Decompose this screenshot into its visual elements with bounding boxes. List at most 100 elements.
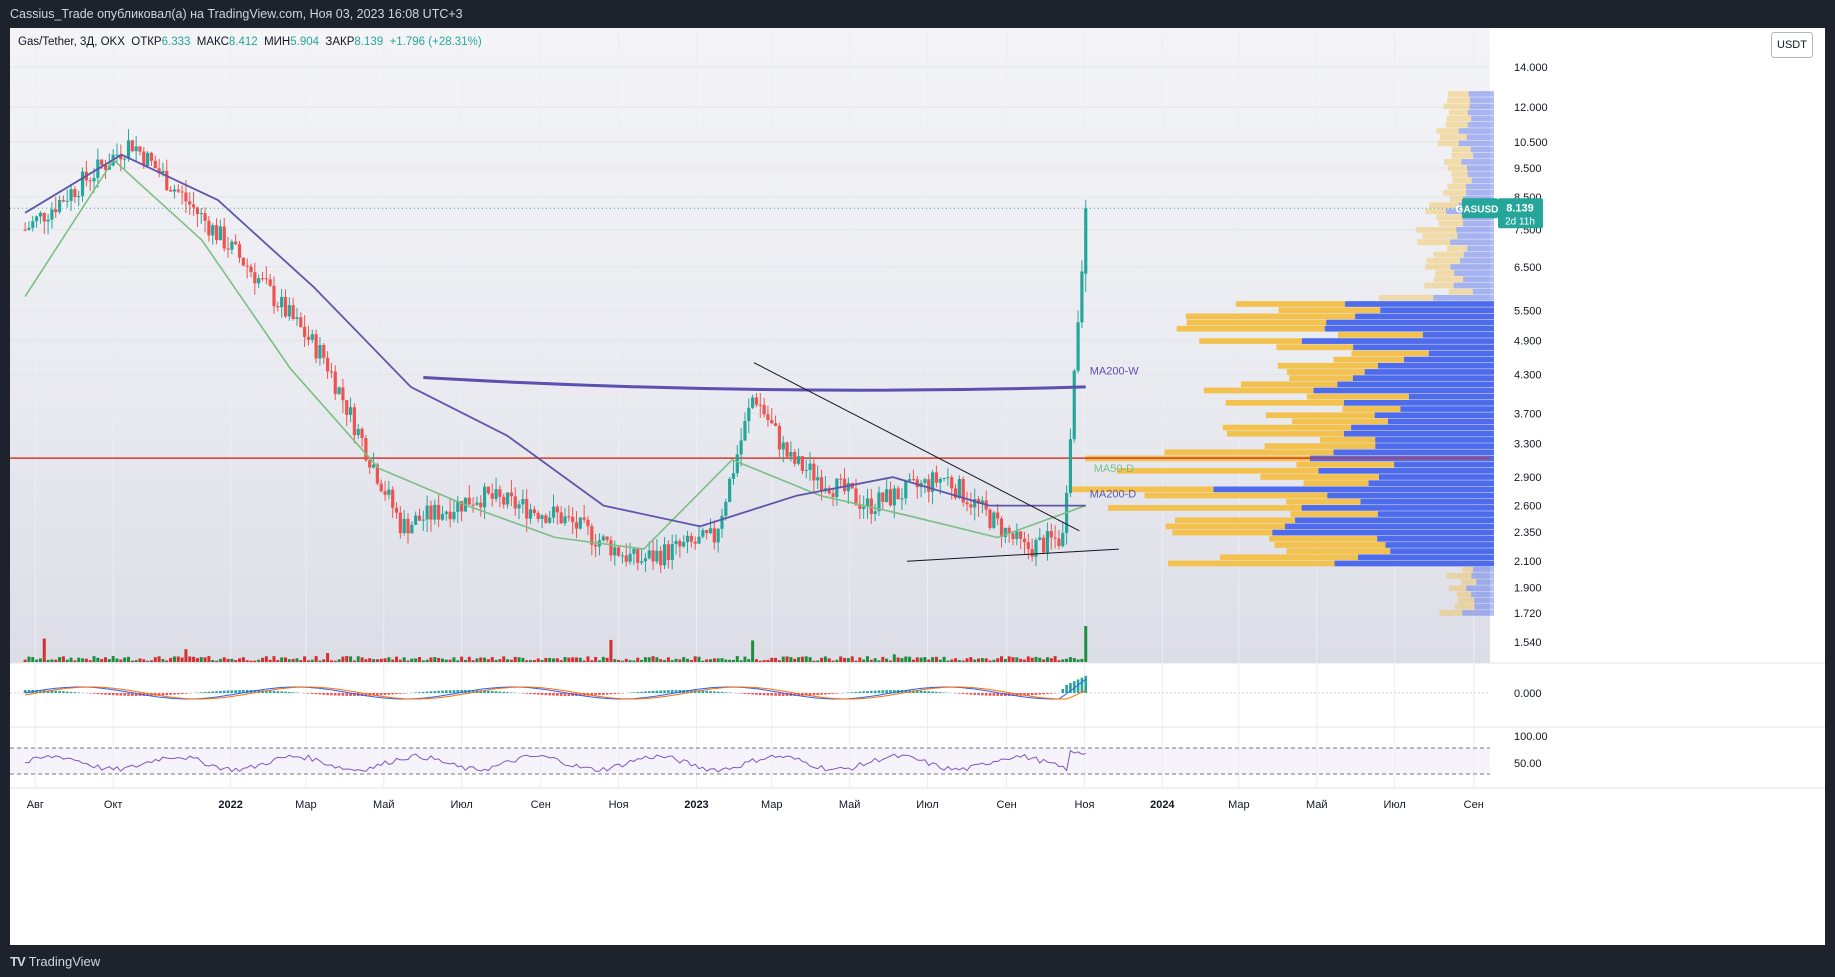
volume-bar [609, 639, 613, 662]
macd-histogram-bar [134, 693, 138, 696]
volume-bar [927, 659, 931, 662]
vp-bar-up [1326, 319, 1494, 326]
macd-histogram-bar [184, 693, 188, 694]
macd-histogram-bar [992, 693, 996, 696]
candle-body [46, 219, 50, 222]
tradingview-logo[interactable]: TV TradingView [10, 947, 100, 977]
macd-histogram-bar [812, 693, 816, 696]
volume-bar [931, 657, 935, 662]
vp-bar-up [1460, 257, 1494, 264]
volume-bar [762, 660, 766, 662]
vp-bar-down [1260, 474, 1379, 480]
volume-bar [693, 656, 697, 662]
vp-bar-down [1425, 264, 1451, 270]
candle-body [318, 345, 322, 359]
candle-body [329, 371, 334, 373]
macd-histogram-bar [211, 691, 215, 693]
vp-bar-up [1456, 227, 1494, 233]
volume-bar [215, 660, 219, 662]
time-tick-label: Мар [1228, 799, 1250, 811]
candle-body [735, 454, 739, 474]
volume-bar [1000, 656, 1004, 662]
macd-histogram-bar [609, 693, 613, 695]
legend-symbol: Gas/Tether, 3Д, OKX [18, 36, 125, 48]
volume-bar [1080, 658, 1084, 662]
macd-histogram-bar [479, 690, 483, 693]
macd-histogram-bar [383, 693, 387, 695]
candle-body [1007, 527, 1011, 534]
currency-button[interactable]: USDT [1771, 32, 1813, 58]
macd-histogram-bar [977, 693, 980, 696]
candle-body [793, 451, 797, 464]
trendline [907, 548, 1119, 562]
candle-body [578, 517, 582, 529]
volume-bar [245, 660, 249, 662]
candle-body [414, 515, 418, 525]
volume-bar [107, 659, 111, 662]
vp-bar-down [1222, 424, 1352, 431]
candle-body [574, 522, 579, 529]
volume-bar [218, 658, 222, 662]
macd-histogram-bar [870, 690, 873, 693]
price-chart[interactable]: 14.00012.00010.5009.5008.5007.5006.5005.… [10, 28, 1825, 945]
volume-bar [862, 659, 866, 662]
volume-bar [50, 659, 54, 662]
vp-bar-down [1422, 233, 1458, 239]
volume-bar [827, 658, 831, 662]
vp-bar-up [1390, 548, 1494, 554]
candle-body [1038, 537, 1042, 540]
volume-bar [513, 656, 517, 662]
vp-bar-down [1447, 245, 1468, 252]
volume-bar [349, 656, 353, 662]
vp-bar-down [1437, 140, 1459, 147]
candle-body [283, 296, 288, 317]
vp-bar-down [1240, 381, 1338, 388]
candle-body [80, 171, 85, 197]
macd-histogram-bar [678, 690, 682, 693]
vp-bar-down [1426, 257, 1461, 264]
vp-bar-up [1458, 128, 1494, 134]
macd-histogram-bar [824, 693, 827, 695]
brand-name: TradingView [28, 954, 101, 969]
volume-bar [1034, 656, 1038, 662]
candle-body [314, 334, 318, 359]
volume-bar [965, 658, 969, 662]
volume-bar [563, 657, 567, 662]
candle-body [647, 550, 651, 559]
volume-bar [211, 659, 215, 662]
macd-histogram-bar [1072, 681, 1076, 693]
volume-bar [65, 659, 69, 662]
trendline [753, 362, 1080, 532]
candle-body [716, 528, 720, 543]
macd-histogram-bar [655, 690, 659, 693]
candle-body [682, 542, 686, 547]
volume-bar [391, 659, 395, 662]
candle-body [662, 544, 667, 566]
vp-bar-up [1471, 573, 1494, 579]
candle-body [862, 506, 866, 509]
time-tick-label: Ноя [1074, 799, 1094, 811]
legend-open-label: ОТКР [131, 36, 162, 48]
vp-bar-down [1448, 288, 1473, 295]
time-tick-label: 2022 [218, 799, 242, 811]
macd-histogram-bar [104, 693, 107, 695]
volume-bar [157, 656, 161, 662]
volume-bar [329, 660, 333, 662]
volume-bar [199, 657, 203, 662]
vp-bar-up [1318, 467, 1494, 474]
vp-bar-up [1471, 591, 1494, 598]
macd-histogram-bar [1061, 688, 1065, 693]
candle-body [590, 526, 594, 545]
macd-histogram-bar [617, 693, 620, 694]
vp-bar-up [1337, 381, 1494, 388]
volume-bar [915, 657, 919, 662]
vp-bar-down [1199, 338, 1302, 344]
volume-bar [574, 657, 578, 662]
volume-bar [437, 657, 441, 662]
vp-bar-down [1333, 356, 1404, 363]
macd-histogram-bar [835, 693, 839, 694]
macd-histogram-bar [747, 693, 751, 695]
vp-bar-down [1439, 134, 1467, 141]
chart-panel[interactable]: 14.000 12.000 10.500 9.500 8.500 7.500 6.500 5.… [10, 28, 1825, 945]
macd-histogram-bar [123, 693, 126, 696]
